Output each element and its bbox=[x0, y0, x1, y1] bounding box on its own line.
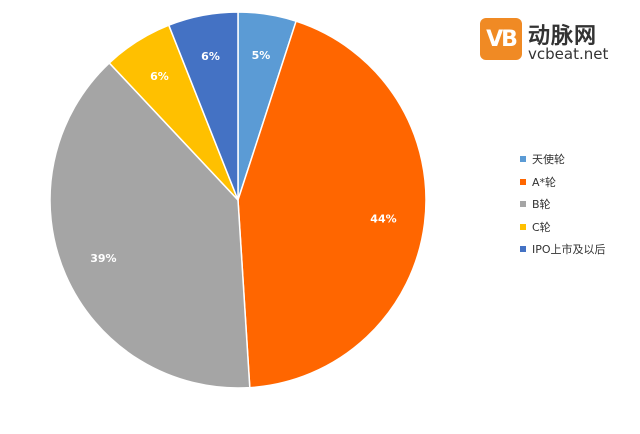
legend-item-1: A*轮 bbox=[520, 171, 606, 194]
legend-swatch-2 bbox=[520, 201, 526, 208]
legend-swatch-0 bbox=[520, 156, 526, 163]
legend-label-1: A*轮 bbox=[532, 175, 557, 189]
slice-label-0: 5% bbox=[252, 49, 271, 62]
slice-label-1: 44% bbox=[370, 212, 396, 225]
pie-slice-2 bbox=[49, 61, 251, 389]
chart-legend: 天使轮 A*轮 B轮 C轮 IPO上市及以后 bbox=[520, 148, 606, 261]
pie-slice-1 bbox=[237, 20, 427, 389]
legend-item-0: 天使轮 bbox=[520, 148, 606, 171]
legend-label-3: C轮 bbox=[532, 220, 551, 234]
legend-label-0: 天使轮 bbox=[532, 153, 565, 167]
legend-item-3: C轮 bbox=[520, 216, 606, 239]
slice-label-3: 6% bbox=[150, 70, 169, 83]
brand-site: vcbeat.net bbox=[528, 45, 609, 63]
legend-swatch-3 bbox=[520, 223, 526, 230]
slice-label-4: 6% bbox=[201, 50, 220, 63]
legend-swatch-1 bbox=[520, 178, 526, 185]
pie-slice-4 bbox=[167, 11, 239, 201]
brand-logo: VB 动脉网 vcbeat.net bbox=[480, 18, 630, 66]
slice-label-2: 39% bbox=[90, 252, 116, 265]
legend-item-2: B轮 bbox=[520, 193, 606, 216]
brand-name: 动脉网 bbox=[528, 24, 598, 49]
legend-label-4: IPO上市及以后 bbox=[532, 243, 606, 257]
legend-swatch-4 bbox=[520, 246, 526, 253]
vb-logo-mark: VB bbox=[480, 18, 522, 60]
legend-item-4: IPO上市及以后 bbox=[520, 238, 606, 261]
legend-label-2: B轮 bbox=[532, 198, 551, 212]
